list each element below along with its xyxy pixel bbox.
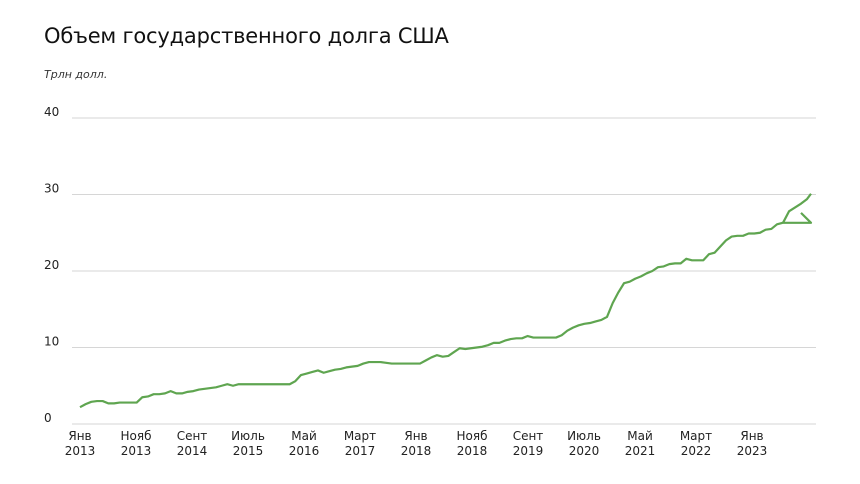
svg-text:2021: 2021 xyxy=(625,444,656,458)
svg-text:2018: 2018 xyxy=(401,444,432,458)
svg-text:Июль: Июль xyxy=(231,429,265,443)
y-tick-label-30: 30 xyxy=(44,182,59,196)
svg-text:Март: Март xyxy=(680,429,712,443)
svg-text:2013: 2013 xyxy=(65,444,96,458)
chart-title: Объем государственного долга США xyxy=(44,24,449,48)
svg-text:Май: Май xyxy=(627,429,653,443)
svg-text:2014: 2014 xyxy=(177,444,208,458)
y-tick-label-0: 0 xyxy=(44,411,52,425)
y-axis-unit-label: Трлн долл. xyxy=(44,68,108,81)
svg-text:Июль: Июль xyxy=(567,429,601,443)
series-line-debt-end xyxy=(782,193,812,224)
svg-text:Янв: Янв xyxy=(740,429,763,443)
svg-text:Янв: Янв xyxy=(68,429,91,443)
svg-text:2017: 2017 xyxy=(345,444,376,458)
svg-text:Май: Май xyxy=(291,429,317,443)
svg-text:Сент: Сент xyxy=(513,429,544,443)
svg-text:2022: 2022 xyxy=(681,444,712,458)
svg-text:Нояб: Нояб xyxy=(121,429,152,443)
svg-text:2019: 2019 xyxy=(513,444,544,458)
series-line-debt xyxy=(79,212,813,409)
svg-text:2013: 2013 xyxy=(121,444,152,458)
svg-text:2020: 2020 xyxy=(569,444,600,458)
y-tick-label-10: 10 xyxy=(44,335,59,349)
svg-text:Март: Март xyxy=(344,429,376,443)
y-tick-label-40: 40 xyxy=(44,105,59,119)
svg-text:2023: 2023 xyxy=(737,444,768,458)
svg-text:2016: 2016 xyxy=(289,444,320,458)
svg-text:Янв: Янв xyxy=(404,429,427,443)
svg-text:Сент: Сент xyxy=(177,429,208,443)
svg-text:2018: 2018 xyxy=(457,444,488,458)
svg-text:Нояб: Нояб xyxy=(457,429,488,443)
y-tick-label-20: 20 xyxy=(44,258,59,272)
svg-text:2015: 2015 xyxy=(233,444,264,458)
